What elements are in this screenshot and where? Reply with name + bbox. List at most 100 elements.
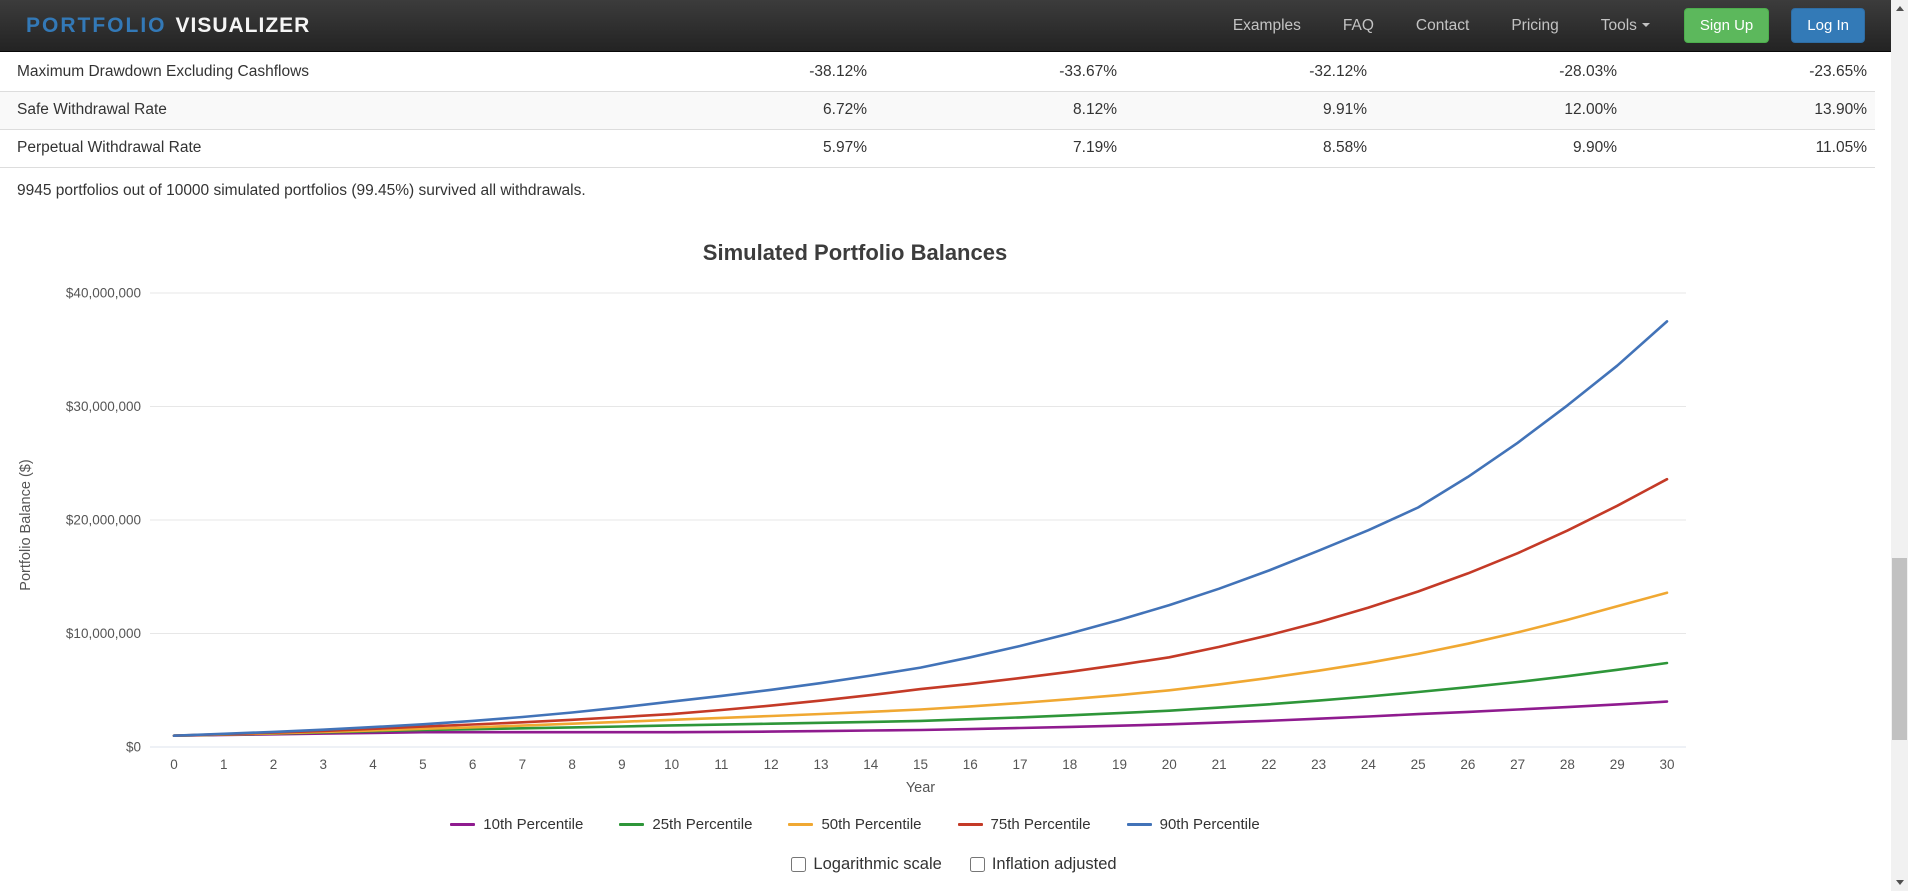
table-row: Maximum Drawdown Excluding Cashflows -38.… <box>0 53 1875 92</box>
scroll-up-arrow-icon <box>1895 6 1904 11</box>
metric-value: 9.90% <box>1375 129 1625 168</box>
scroll-down-arrow-icon <box>1895 880 1904 885</box>
scrollbar-down-button[interactable] <box>1891 874 1908 891</box>
simulation-results-table: Maximum Drawdown Excluding Cashflows -38.… <box>0 53 1875 168</box>
x-axis-tick-label: 10 <box>664 757 679 772</box>
y-axis-tick-label: $30,000,000 <box>66 399 141 414</box>
x-axis-tick-label: 25 <box>1411 757 1426 772</box>
legend-line-swatch <box>450 823 476 826</box>
vertical-scrollbar[interactable] <box>1891 0 1908 891</box>
brand-logo[interactable]: PORTFOLIO VISUALIZER <box>26 14 310 38</box>
y-axis-tick-label: $0 <box>126 740 141 755</box>
y-axis-tick-label: $40,000,000 <box>66 286 141 301</box>
nav-link-examples[interactable]: Examples <box>1232 16 1301 34</box>
x-axis-tick-label: 21 <box>1212 757 1227 772</box>
sign-up-button[interactable]: Sign Up <box>1683 7 1770 44</box>
metric-value: 5.97% <box>625 129 875 168</box>
logarithmic-scale-checkbox[interactable] <box>791 857 807 872</box>
x-axis-tick-label: 12 <box>764 757 779 772</box>
inflation-adjusted-label: Inflation adjusted <box>991 855 1117 873</box>
legend-line-swatch <box>619 823 645 826</box>
x-axis-tick-label: 14 <box>863 757 879 772</box>
x-axis-tick-label: 1 <box>220 757 228 772</box>
metric-label: Maximum Drawdown Excluding Cashflows <box>0 53 625 92</box>
metric-value: -33.67% <box>875 53 1125 92</box>
legend-item-10th-percentile: 10th Percentile <box>450 816 583 833</box>
chart-title: Simulated Portfolio Balances <box>702 240 1008 265</box>
x-axis-tick-label: 0 <box>170 757 178 772</box>
x-axis-tick-label: 8 <box>568 757 576 772</box>
log-in-button[interactable]: Log In <box>1791 7 1865 44</box>
metric-value: 8.58% <box>1125 129 1375 168</box>
nav-link-tools[interactable]: Tools <box>1601 17 1650 35</box>
series-line-90th-percentile <box>172 320 1669 738</box>
x-axis-tick-label: 28 <box>1560 757 1575 772</box>
x-axis-tick-label: 9 <box>618 757 626 772</box>
nav-link-faq[interactable]: FAQ <box>1342 16 1374 34</box>
metric-value: -38.12% <box>625 53 875 92</box>
logarithmic-scale-label: Logarithmic scale <box>813 855 942 873</box>
series-line-10th-percentile <box>172 700 1669 738</box>
metric-value: 6.72% <box>625 91 875 130</box>
x-axis-tick-label: 29 <box>1610 757 1625 772</box>
metric-label: Perpetual Withdrawal Rate <box>0 129 625 168</box>
x-axis-tick-label: 30 <box>1659 757 1674 772</box>
y-axis-title: Portfolio Balance ($) <box>18 459 34 590</box>
nav-link-pricing[interactable]: Pricing <box>1511 16 1559 34</box>
scrollbar-up-button[interactable] <box>1891 0 1908 17</box>
x-axis-tick-label: 15 <box>913 757 928 772</box>
metric-value: 13.90% <box>1625 91 1875 130</box>
legend-item-75th-percentile: 75th Percentile <box>957 816 1091 833</box>
nav-link-contact[interactable]: Contact <box>1415 16 1470 34</box>
x-axis-tick-label: 18 <box>1062 757 1077 772</box>
legend-item-90th-percentile: 90th Percentile <box>1126 816 1260 833</box>
table-row: Perpetual Withdrawal Rate 5.97% 7.19% 8.58%… <box>0 129 1875 168</box>
x-axis-tick-label: 16 <box>963 757 978 772</box>
x-axis-tick-label: 26 <box>1460 757 1475 772</box>
y-axis-tick-label: $10,000,000 <box>66 626 141 641</box>
brand-primary-text: PORTFOLIO <box>26 13 167 37</box>
metric-value: -32.12% <box>1125 53 1375 92</box>
legend-label: 25th Percentile <box>652 816 753 833</box>
metric-value: -28.03% <box>1375 53 1625 92</box>
metric-value: 8.12% <box>875 91 1125 130</box>
x-axis-tick-label: 2 <box>270 757 278 772</box>
legend-label: 50th Percentile <box>821 816 922 833</box>
table-row: Safe Withdrawal Rate 6.72% 8.12% 9.91% 12.00… <box>0 91 1875 130</box>
series-line-75th-percentile <box>172 477 1669 738</box>
x-axis-tick-label: 22 <box>1261 757 1276 772</box>
x-axis-tick-label: 13 <box>813 757 828 772</box>
metric-label: Safe Withdrawal Rate <box>0 91 625 130</box>
legend-item-25th-percentile: 25th Percentile <box>619 816 752 833</box>
x-axis-tick-label: 27 <box>1510 757 1525 772</box>
legend-item-50th-percentile: 50th Percentile <box>788 816 922 833</box>
navbar: PORTFOLIO VISUALIZER Examples FAQ Contact P… <box>0 0 1891 52</box>
x-axis-tick-label: 24 <box>1361 757 1377 772</box>
legend-label: 10th Percentile <box>483 816 584 833</box>
portfolio-balances-chart: $0 $10,000,000 $20,000,000 $30,000,000 $40,0… <box>18 286 1686 796</box>
metric-value: 7.19% <box>875 129 1125 168</box>
x-axis-tick-label: 11 <box>714 757 728 772</box>
legend-line-swatch <box>788 823 814 826</box>
x-axis-tick-label: 3 <box>320 757 328 772</box>
inflation-adjusted-checkbox[interactable] <box>969 857 985 872</box>
legend-line-swatch <box>957 823 983 826</box>
series-line-50th-percentile <box>172 591 1669 738</box>
logarithmic-scale-option[interactable]: Logarithmic scale <box>791 855 942 874</box>
x-axis-tick-label: 7 <box>519 757 527 772</box>
x-axis-tick-label: 5 <box>419 757 427 772</box>
y-axis-tick-label: $20,000,000 <box>66 513 141 528</box>
metric-value: 12.00% <box>1375 91 1625 130</box>
x-axis-tick-label: 19 <box>1112 757 1127 772</box>
survival-note: 9945 portfolios out of 10000 simulated p… <box>17 182 586 199</box>
scrollbar-thumb[interactable] <box>1892 558 1907 740</box>
metric-value: -23.65% <box>1625 53 1875 92</box>
x-axis-tick-label: 4 <box>369 757 377 772</box>
metric-value: 11.05% <box>1625 129 1875 168</box>
legend-label: 75th Percentile <box>990 816 1091 833</box>
x-axis-tick-label: 20 <box>1162 757 1177 772</box>
x-axis-tick-label: 6 <box>469 757 477 772</box>
x-axis-tick-label: 23 <box>1311 757 1326 772</box>
inflation-adjusted-option[interactable]: Inflation adjusted <box>969 855 1117 874</box>
